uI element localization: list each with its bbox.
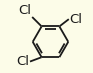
Text: Cl: Cl (70, 13, 82, 26)
Text: Cl: Cl (18, 4, 31, 17)
Text: Cl: Cl (16, 55, 29, 68)
